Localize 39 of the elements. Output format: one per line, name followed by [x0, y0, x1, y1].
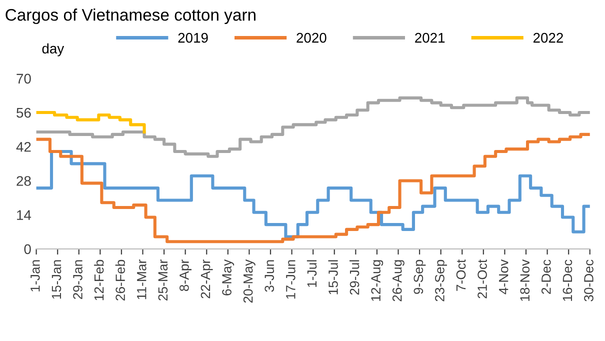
legend-label: 2022 — [533, 32, 563, 43]
legend-label: 2019 — [178, 32, 208, 43]
legend-label: 2021 — [415, 32, 445, 43]
x-tick-label: 15-Jan — [52, 260, 62, 299]
legend-label: 2020 — [296, 32, 326, 43]
x-tick-label: 3-Jun — [264, 260, 274, 292]
x-tick-label: 26-Aug — [392, 260, 404, 302]
x-tick-label: 2-Dec — [541, 260, 551, 294]
x-tick-label: 21-Oct — [478, 259, 487, 298]
y-tick-label: 56 — [16, 108, 31, 118]
y-tick-label: 70 — [16, 74, 31, 84]
x-tick-label: 7-Oct — [456, 259, 466, 291]
x-tick-label: 18-Nov — [520, 259, 530, 301]
x-tick-label: 20-May — [243, 259, 256, 303]
x-tick-label: 9-Sep — [414, 260, 426, 294]
y-axis-title: day — [42, 43, 64, 56]
y-tick-label: 14 — [17, 210, 32, 220]
x-tick-label: 26-Feb — [115, 260, 126, 300]
x-tick-label: 16-Dec — [562, 260, 572, 301]
x-tick-label: 12-Feb — [94, 260, 104, 300]
y-tick-label: 28 — [16, 176, 31, 186]
x-tick-label: 15-Jul — [328, 260, 338, 294]
x-tick-label: 11-Mar — [137, 260, 146, 300]
x-tick-label: 1-Jan — [30, 260, 40, 292]
y-tick-label: 42 — [16, 142, 31, 152]
x-tick-label: 25-Mar — [158, 260, 168, 300]
chart-title: Cargos of Vietnamese cotton yarn — [6, 8, 256, 24]
x-tick-label: 29-Jan — [73, 260, 82, 300]
x-tick-label: 4-Nov — [499, 259, 508, 294]
x-tick-label: 17-Jun — [286, 260, 296, 299]
x-tick-label: 12-Aug — [371, 260, 384, 301]
x-tick-label: 8-Apr — [180, 260, 192, 292]
x-tick-label: 6-May — [222, 259, 234, 296]
x-tick-label: 1-Jul — [306, 260, 317, 287]
y-tick-label: 0 — [24, 244, 31, 254]
x-tick-label: 30-Dec — [584, 260, 594, 302]
x-tick-label: 22-Apr — [200, 260, 213, 298]
x-tick-label: 29-Jul — [350, 260, 360, 295]
x-tick-label: 23-Sep — [435, 260, 447, 302]
